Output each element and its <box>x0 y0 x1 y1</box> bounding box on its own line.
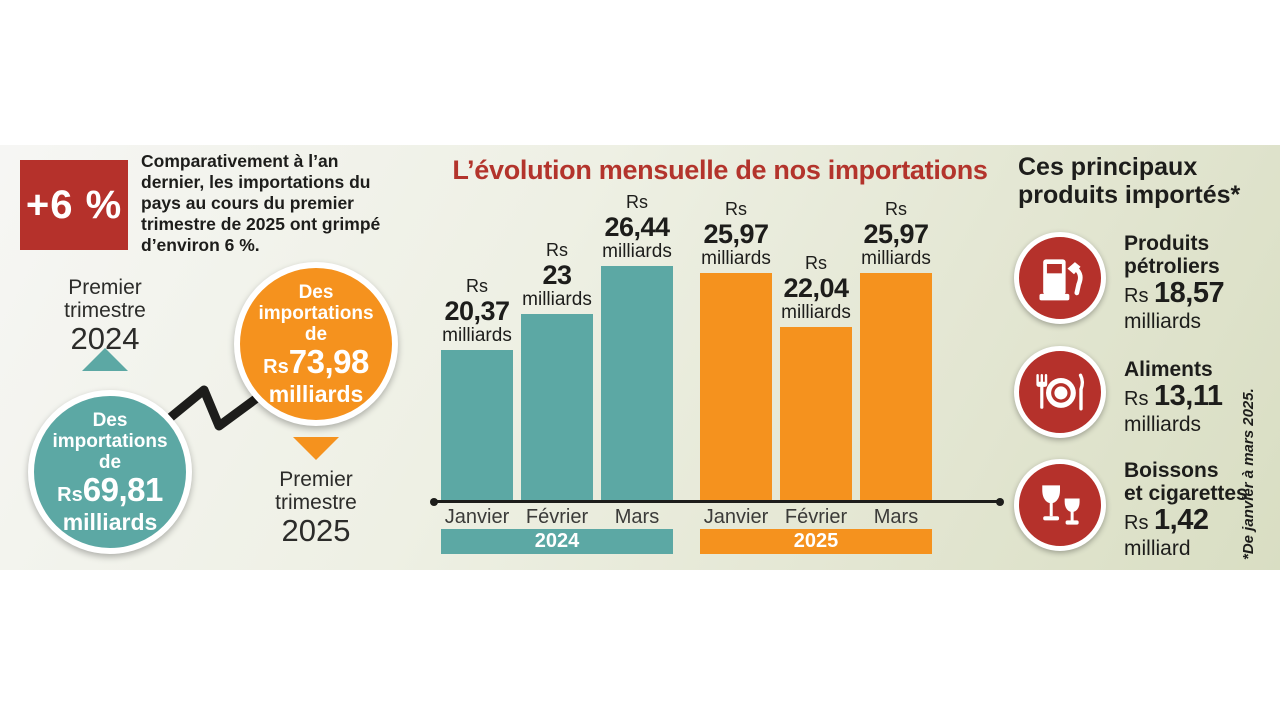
circle-text: importations <box>52 431 168 452</box>
period-year: 2025 <box>281 513 351 548</box>
fuel-pump-icon <box>1039 259 1083 301</box>
circle-unit: milliards <box>62 509 158 535</box>
product-amount: Rs 13,11 <box>1124 380 1223 412</box>
month-label: Février <box>784 506 848 528</box>
bar-value-label: Rs 25,97 milliards <box>861 199 931 269</box>
period-line: Premier <box>279 468 353 491</box>
footnote: *De janvier à mars 2025. <box>1240 388 1257 560</box>
product-text: Boissons et cigarettes Rs 1,42 milliard <box>1124 459 1274 559</box>
month-label: Mars <box>873 506 919 528</box>
product-circle <box>1014 346 1106 438</box>
bar-2025-février <box>780 327 852 501</box>
bar-2024-mars <box>601 266 673 501</box>
bar-value-label: Rs 22,04 milliards <box>781 253 851 323</box>
badge-label: +6 % <box>25 182 123 227</box>
products-heading-line: produits importés* <box>1018 181 1241 209</box>
period-line: Premier <box>68 276 142 299</box>
bar-2024-janvier <box>441 350 513 501</box>
circle-text: Des <box>92 410 128 431</box>
circle-text: de <box>304 324 328 345</box>
month-label: Janvier <box>703 506 769 528</box>
year-band-2024: 2024 <box>441 529 673 554</box>
bar-value-label: Rs 26,44 milliards <box>602 192 672 262</box>
product-name: Produits <box>1124 232 1210 255</box>
year-band-2025: 2025 <box>700 529 932 554</box>
month-label: Février <box>525 506 589 528</box>
bar-value-label: Rs 25,97 milliards <box>701 199 771 269</box>
circle-text: Des <box>298 282 334 303</box>
product-amount: Rs 18,57 <box>1124 277 1225 309</box>
product-unit: milliards <box>1124 413 1202 436</box>
imports-2025-circle: Des importations de Rs73,98 milliards <box>234 262 398 426</box>
axis-end-dot <box>430 498 438 506</box>
chart-title: L’évolution mensuelle de nos importation… <box>452 155 988 185</box>
product-text: Produits pétroliers Rs 18,57 milliards <box>1124 232 1274 332</box>
product-unit: milliards <box>1124 310 1202 333</box>
bar-2025-janvier <box>700 273 772 501</box>
imports-2024-circle: Des importations de Rs69,81 milliards <box>28 390 192 554</box>
month-label: Mars <box>614 506 660 528</box>
product-circle <box>1014 459 1106 551</box>
up-triangle-icon <box>82 348 128 371</box>
product-name: pétroliers <box>1124 255 1220 278</box>
axis-end-dot <box>996 498 1004 506</box>
period-line: trimestre <box>275 491 357 514</box>
circle-unit: milliards <box>268 381 364 407</box>
circle-amount: Rs69,81 <box>57 471 163 508</box>
product-name: Boissons <box>1124 459 1219 482</box>
product-text: Aliments Rs 13,11 milliards <box>1124 358 1274 435</box>
product-circle <box>1014 232 1106 324</box>
bar-2025-mars <box>860 273 932 501</box>
trend-zigzag-icon <box>166 385 262 431</box>
bar-2024-février <box>521 314 593 501</box>
product-name: Aliments <box>1124 358 1213 381</box>
drinks-icon <box>1042 485 1080 525</box>
down-triangle-icon <box>293 437 339 460</box>
product-amount: Rs 1,42 <box>1124 504 1209 536</box>
product-unit: milliard <box>1124 537 1191 560</box>
intro-paragraph: Comparativement à l’an dernier, les impo… <box>141 151 381 255</box>
food-plate-icon <box>1036 373 1085 411</box>
x-axis-line <box>432 500 1002 503</box>
month-label: Janvier <box>444 506 510 528</box>
products-heading-line: Ces principaux <box>1018 153 1198 181</box>
q1-2025-label: Premier trimestre 2025 <box>251 468 381 548</box>
circle-text: de <box>98 452 122 473</box>
products-heading: Ces principaux produits importés* <box>1018 153 1240 209</box>
bar-value-label: Rs 20,37 milliards <box>442 276 512 346</box>
product-name: et cigarettes <box>1124 482 1248 505</box>
circle-text: importations <box>258 303 374 324</box>
period-line: trimestre <box>64 299 146 322</box>
plus-six-percent-badge: +6 % <box>20 160 128 250</box>
bar-value-label: Rs 23 milliards <box>522 240 592 310</box>
circle-amount: Rs73,98 <box>263 343 369 380</box>
